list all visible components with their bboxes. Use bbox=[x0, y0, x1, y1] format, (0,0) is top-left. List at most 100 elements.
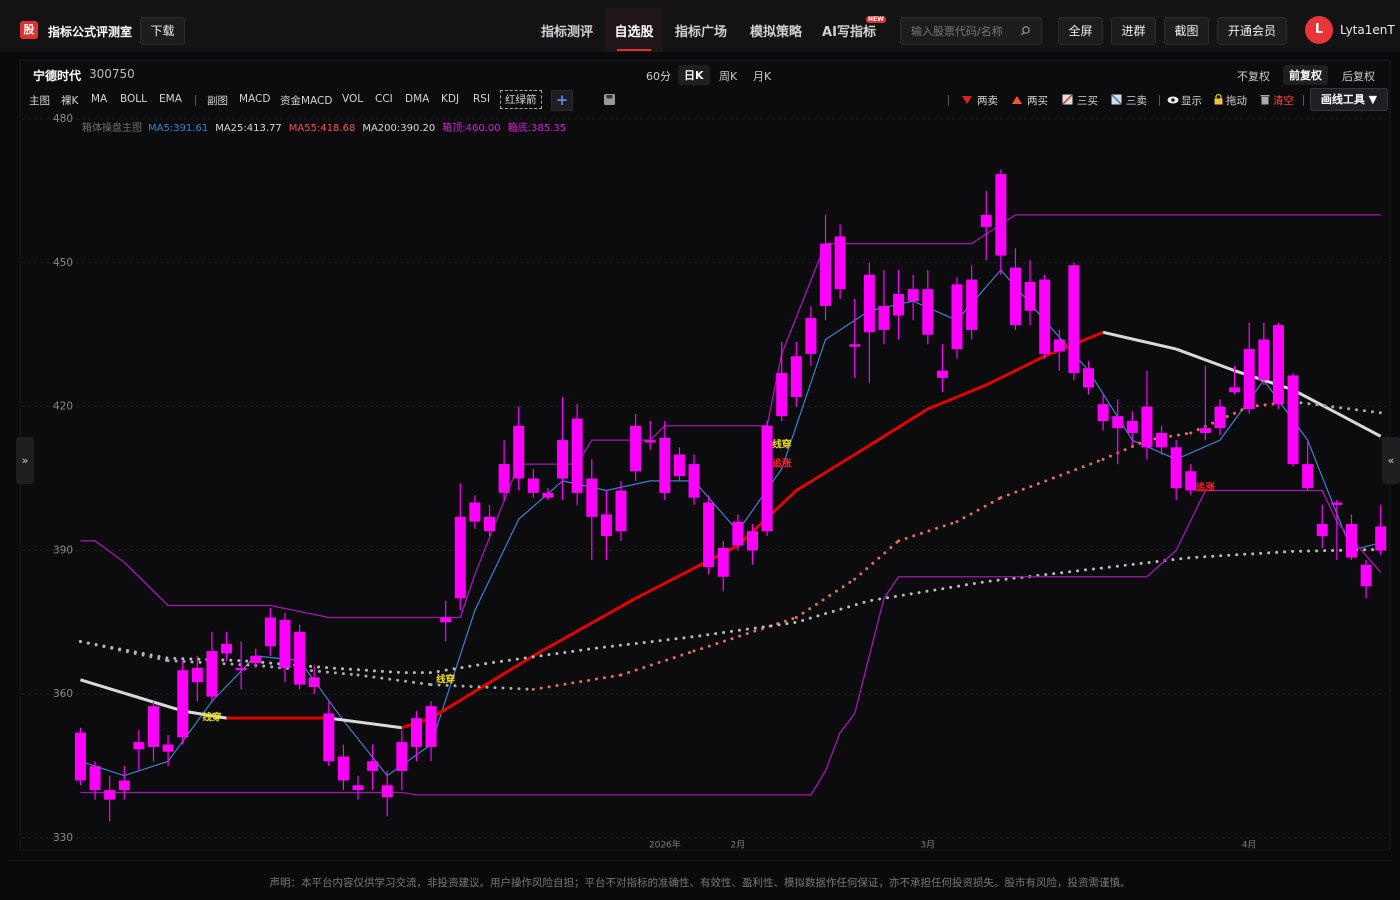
indicator-line bbox=[80, 489, 1382, 796]
nav-item[interactable]: AI写指标 bbox=[822, 25, 876, 40]
draw-item[interactable]: 三卖 bbox=[1126, 95, 1147, 107]
period[interactable]: 周K bbox=[719, 70, 738, 83]
draw-item[interactable]: 两卖 bbox=[977, 95, 998, 107]
candle-body bbox=[425, 706, 437, 747]
candle-body bbox=[513, 425, 525, 479]
candle-body bbox=[1009, 267, 1021, 326]
candle-body bbox=[1126, 420, 1138, 433]
draw-item[interactable]: 清空 bbox=[1273, 95, 1294, 107]
candle-body bbox=[1302, 464, 1314, 489]
tool-item[interactable]: MA bbox=[91, 93, 108, 105]
trash-icon bbox=[1260, 95, 1270, 105]
tool-item[interactable]: MACD bbox=[239, 93, 271, 105]
tool-item[interactable]: KDJ bbox=[441, 93, 460, 105]
header-button[interactable]: 全屏 bbox=[1058, 17, 1103, 45]
candle-body bbox=[1331, 502, 1343, 505]
tool-label: 副图 bbox=[207, 95, 228, 107]
nav-item[interactable]: 模拟策略 bbox=[749, 25, 803, 40]
logo[interactable]: 股 bbox=[20, 21, 38, 39]
draw-item[interactable]: 显示 bbox=[1181, 95, 1202, 107]
x-tick-label: 4月 bbox=[1242, 840, 1257, 851]
candle-body bbox=[1039, 279, 1051, 354]
candle-body bbox=[162, 744, 174, 752]
indicator-line-segment bbox=[532, 597, 637, 658]
y-tick-label: 450 bbox=[53, 257, 73, 269]
username[interactable]: Lyta1enT bbox=[1340, 23, 1395, 37]
period[interactable]: 月K bbox=[753, 70, 772, 83]
left-toggle[interactable]: » bbox=[16, 437, 34, 484]
tool-item[interactable]: DMA bbox=[405, 93, 430, 105]
candle-body bbox=[527, 478, 539, 493]
candle-body bbox=[746, 531, 758, 551]
tool-item[interactable]: RSI bbox=[473, 93, 491, 105]
header-button[interactable]: 截图 bbox=[1164, 17, 1209, 45]
draw-item[interactable]: 拖动 bbox=[1226, 95, 1247, 107]
save-icon[interactable] bbox=[603, 93, 616, 106]
tool-item[interactable]: CCI bbox=[375, 93, 393, 105]
indicator-line-segment bbox=[1102, 330, 1177, 351]
nav-item[interactable]: 指标广场 bbox=[674, 25, 728, 40]
indicator-line-segment bbox=[80, 678, 184, 713]
candle-body bbox=[630, 425, 642, 472]
adjust-active[interactable]: 前复权 bbox=[1283, 65, 1328, 85]
indicator-line-segment bbox=[927, 383, 987, 411]
tool-item[interactable]: 裸K bbox=[61, 95, 79, 107]
right-toggle[interactable]: « bbox=[1382, 437, 1400, 484]
candle-body bbox=[1375, 526, 1387, 551]
candle-body bbox=[980, 214, 992, 227]
candle-body bbox=[688, 464, 700, 498]
tool-label: 主图 bbox=[29, 95, 50, 107]
new-badge: NEW bbox=[866, 16, 886, 23]
indicator-line-segment bbox=[985, 354, 1046, 387]
lock-icon bbox=[1214, 94, 1223, 105]
indicator-line-segment bbox=[182, 709, 227, 720]
avatar[interactable]: L bbox=[1305, 16, 1333, 44]
nav-item[interactable]: 指标测评 bbox=[540, 25, 594, 40]
candle-body bbox=[805, 317, 817, 354]
brand[interactable]: 指标公式评测室 bbox=[48, 25, 133, 39]
indicator-line-segment bbox=[531, 673, 623, 691]
indicator-line-segment bbox=[1291, 400, 1383, 415]
candle-body bbox=[1097, 404, 1109, 421]
download-button[interactable]: 下载 bbox=[140, 17, 185, 45]
header-button[interactable]: 开通会员 bbox=[1217, 17, 1287, 45]
candle-body bbox=[951, 284, 963, 350]
search-box[interactable] bbox=[900, 17, 1042, 45]
add-button[interactable]: + bbox=[551, 90, 573, 111]
tool-item[interactable]: VOL bbox=[342, 93, 364, 105]
candle-body bbox=[454, 516, 466, 599]
nav-item[interactable]: 自选股 bbox=[614, 25, 654, 40]
draw-tool-button[interactable]: 画线工具 ▼ bbox=[1310, 88, 1388, 111]
legend-entry: 箱底:385.35 bbox=[508, 121, 566, 134]
indicator-line-segment bbox=[795, 453, 856, 492]
candle-body bbox=[1141, 406, 1153, 448]
tool-item-selected[interactable]: 红绿箭 bbox=[500, 90, 542, 109]
candle-body bbox=[893, 293, 905, 316]
signal-label: 线穿 bbox=[772, 438, 791, 450]
divider bbox=[1159, 95, 1160, 106]
draw-item[interactable]: 两买 bbox=[1027, 95, 1048, 107]
legend-entry: MA55:418.68 bbox=[289, 123, 356, 134]
candle-body bbox=[221, 643, 233, 654]
tool-item[interactable]: 资金MACD bbox=[280, 95, 333, 107]
candle-body bbox=[776, 373, 788, 417]
signal-label: 线穿 bbox=[436, 673, 455, 685]
indicator-line-segment bbox=[955, 496, 1003, 524]
tool-item[interactable]: EMA bbox=[159, 93, 182, 105]
signal-label: 线穿 bbox=[202, 712, 221, 724]
header-button[interactable]: 进群 bbox=[1111, 17, 1156, 45]
divider bbox=[1303, 95, 1304, 106]
adjust[interactable]: 不复权 bbox=[1237, 70, 1270, 83]
candle-body bbox=[1199, 428, 1211, 433]
period-active[interactable]: 日K bbox=[678, 65, 710, 85]
candle-body bbox=[367, 761, 379, 771]
draw-item[interactable]: 三买 bbox=[1077, 95, 1098, 107]
search-icon[interactable] bbox=[1020, 25, 1032, 37]
tool-item[interactable]: BOLL bbox=[120, 93, 147, 105]
candle-body bbox=[410, 718, 422, 747]
period[interactable]: 60分 bbox=[646, 70, 671, 83]
y-tick-label: 420 bbox=[53, 401, 73, 413]
candle-body bbox=[936, 370, 948, 378]
stock-code: 300750 bbox=[89, 67, 135, 81]
adjust[interactable]: 后复权 bbox=[1342, 70, 1375, 83]
